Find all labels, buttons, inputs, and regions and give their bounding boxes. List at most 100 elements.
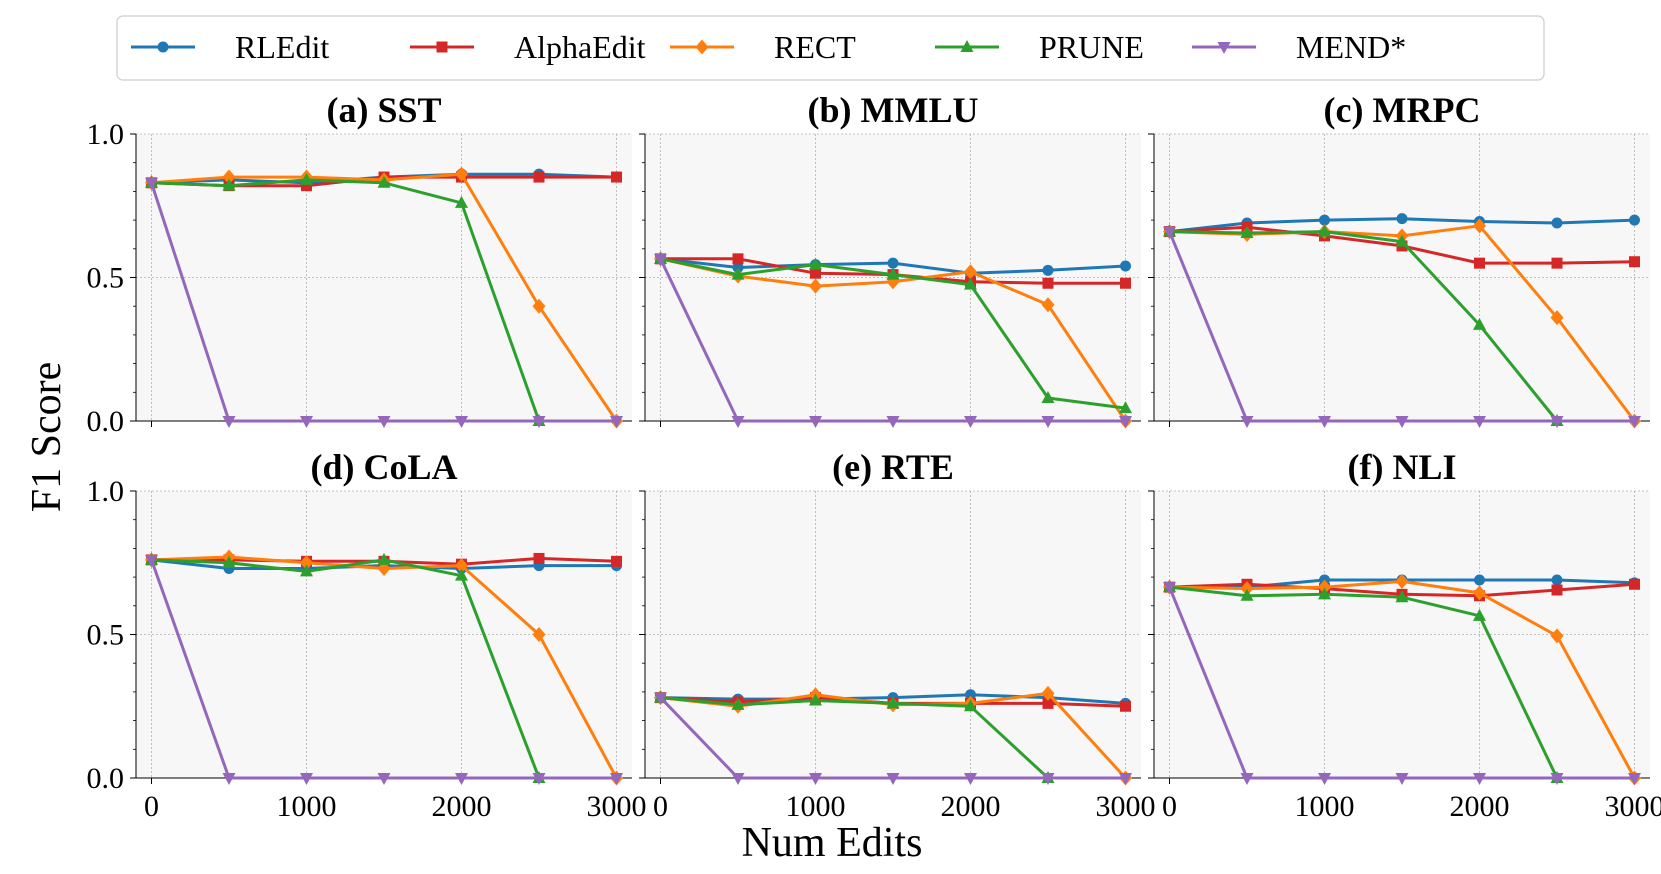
data-point xyxy=(1041,773,1055,785)
data-point xyxy=(1629,214,1640,226)
series-mend xyxy=(1163,582,1641,785)
data-point xyxy=(1120,260,1131,272)
data-point xyxy=(1318,773,1331,785)
data-point xyxy=(886,773,900,785)
data-point xyxy=(1474,257,1485,269)
data-point xyxy=(1395,416,1409,428)
data-point xyxy=(964,264,977,280)
subplot-title: (b) MMLU xyxy=(808,90,979,130)
series-mend xyxy=(654,253,1132,428)
subplot-grid: 0.0 0.5 1.0 (a) SST (b) MMLU (c) MRPC 0.0 0.5 1.… xyxy=(87,90,1661,823)
data-point xyxy=(886,416,900,428)
x-tick-label: 1000 xyxy=(1295,790,1355,823)
data-point xyxy=(455,166,468,182)
x-tick-label: 3000 xyxy=(587,790,647,823)
series-prune xyxy=(145,172,546,426)
subplot-e-rte: 0 1000 2000 3000 (e) RTE xyxy=(639,447,1156,823)
data-point xyxy=(1628,773,1641,785)
x-axis-label: Num Edits xyxy=(742,820,923,866)
data-point xyxy=(1550,628,1564,644)
x-tick-label: 2000 xyxy=(941,790,1001,823)
legend-label: AlphaEdit xyxy=(514,29,646,65)
data-point xyxy=(964,773,977,785)
data-point xyxy=(1473,773,1486,785)
data-point xyxy=(222,773,236,785)
data-point xyxy=(533,552,545,564)
data-point xyxy=(222,169,236,185)
series-mend xyxy=(145,554,623,785)
data-point xyxy=(1163,582,1176,595)
data-point xyxy=(964,699,977,712)
data-point xyxy=(1473,416,1486,428)
data-point xyxy=(1042,264,1054,276)
data-point xyxy=(1628,416,1641,428)
data-point xyxy=(809,257,822,270)
subplot-title: (e) RTE xyxy=(832,447,954,487)
data-point xyxy=(1042,697,1054,709)
y-tick-label: 1.0 xyxy=(87,475,125,508)
x-tick-label: 1000 xyxy=(786,790,846,823)
data-point xyxy=(1318,579,1331,595)
data-point xyxy=(532,773,546,785)
data-point xyxy=(1473,608,1486,621)
data-point xyxy=(301,180,312,192)
data-point xyxy=(731,267,745,280)
data-point xyxy=(1240,773,1254,785)
data-point xyxy=(654,253,667,266)
data-point xyxy=(809,278,822,294)
x-tick-label: 0 xyxy=(144,790,159,823)
series-prune xyxy=(1163,224,1564,426)
series-mend xyxy=(654,692,1132,785)
y-tick-label: 0.5 xyxy=(87,262,125,295)
data-point xyxy=(300,555,313,571)
data-point xyxy=(1041,416,1055,428)
data-point xyxy=(654,692,667,705)
data-point xyxy=(1119,773,1132,785)
data-point xyxy=(377,416,391,428)
data-point xyxy=(1396,213,1408,225)
data-point xyxy=(809,773,822,785)
subplot-c-mrpc: (c) MRPC xyxy=(1148,90,1650,429)
data-point xyxy=(145,177,158,190)
data-point xyxy=(1473,585,1486,601)
data-point xyxy=(1318,224,1331,237)
legend-item-rledit: RLEdit xyxy=(131,29,329,65)
data-point xyxy=(1551,257,1563,269)
series-line xyxy=(660,696,1050,780)
data-point xyxy=(965,689,976,701)
y-tick-label: 1.0 xyxy=(87,118,125,151)
data-point xyxy=(377,175,391,188)
data-point xyxy=(455,416,468,428)
series-mend xyxy=(1163,226,1641,428)
data-point xyxy=(886,696,900,709)
x-tick-label: 2000 xyxy=(432,790,492,823)
legend-frame xyxy=(116,15,1545,81)
data-point xyxy=(1240,226,1254,239)
data-point xyxy=(1395,590,1409,603)
data-point xyxy=(1473,218,1486,234)
data-point xyxy=(731,773,745,785)
data-point xyxy=(809,416,822,428)
data-point xyxy=(1395,234,1409,247)
data-point xyxy=(1119,416,1132,428)
data-point xyxy=(1041,391,1055,404)
data-point xyxy=(1629,256,1640,268)
y-tick-label: 0.0 xyxy=(87,405,125,438)
legend-marker xyxy=(157,41,169,53)
data-point xyxy=(964,277,977,290)
data-point xyxy=(731,416,745,428)
legend: RLEdit AlphaEdit RECT PRUNE MEND* xyxy=(116,15,1545,81)
data-point xyxy=(532,627,546,642)
data-point xyxy=(886,267,900,280)
subplot-title: (f) NLI xyxy=(1348,447,1457,487)
data-point xyxy=(455,558,468,574)
y-tick-label: 0.0 xyxy=(87,762,125,795)
series-line xyxy=(1169,585,1559,779)
data-point xyxy=(610,416,623,428)
data-point xyxy=(887,257,899,269)
legend-item-mend: MEND* xyxy=(1192,29,1406,65)
data-point xyxy=(611,171,622,183)
series-line xyxy=(151,178,541,422)
data-point xyxy=(1120,277,1131,289)
data-point xyxy=(455,568,468,581)
